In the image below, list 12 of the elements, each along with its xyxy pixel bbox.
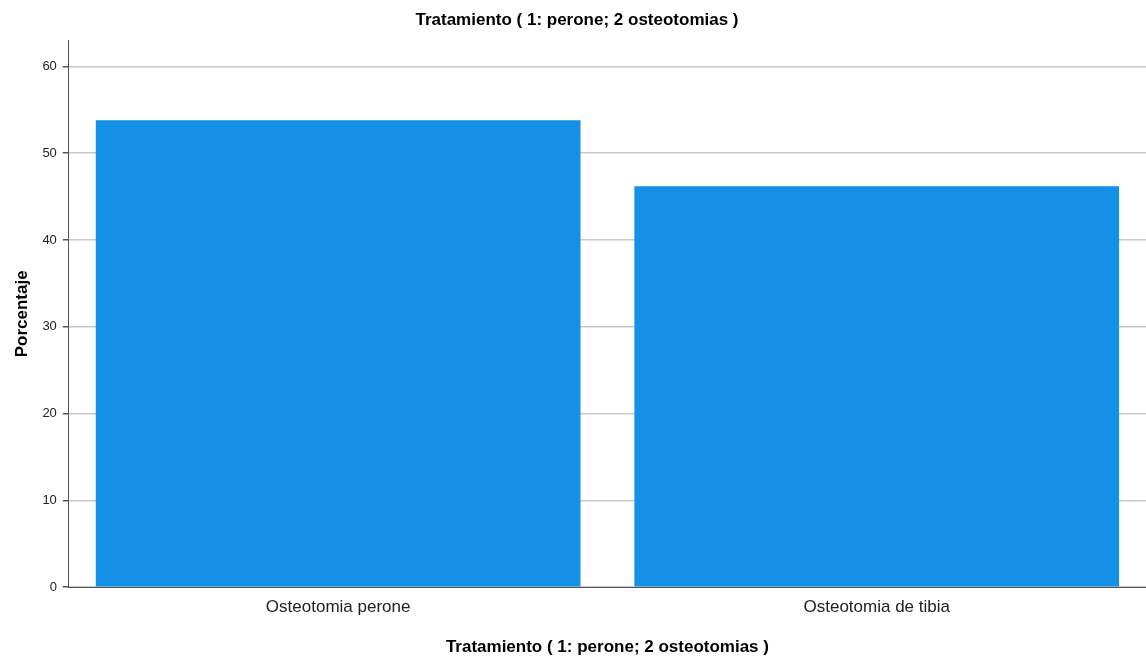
x-tick-label: Osteotomia perone — [265, 597, 411, 617]
y-tick-label: 0 — [49, 578, 57, 594]
y-tick-label: 30 — [42, 318, 57, 334]
x-tick-label: Osteotomia de tibia — [803, 597, 951, 617]
y-tick-label: 10 — [42, 491, 57, 507]
y-axis-title: Porcentaje — [11, 270, 31, 358]
y-tick-label: 50 — [42, 144, 57, 160]
y-tick-label: 40 — [42, 231, 57, 247]
chart-title: Tratamiento ( 1: perone; 2 osteotomias ) — [415, 9, 739, 29]
x-axis-title: Tratamiento ( 1: perone; 2 osteotomias ) — [445, 637, 769, 657]
y-tick-label: 20 — [42, 405, 57, 421]
y-tick-label: 60 — [42, 58, 57, 74]
